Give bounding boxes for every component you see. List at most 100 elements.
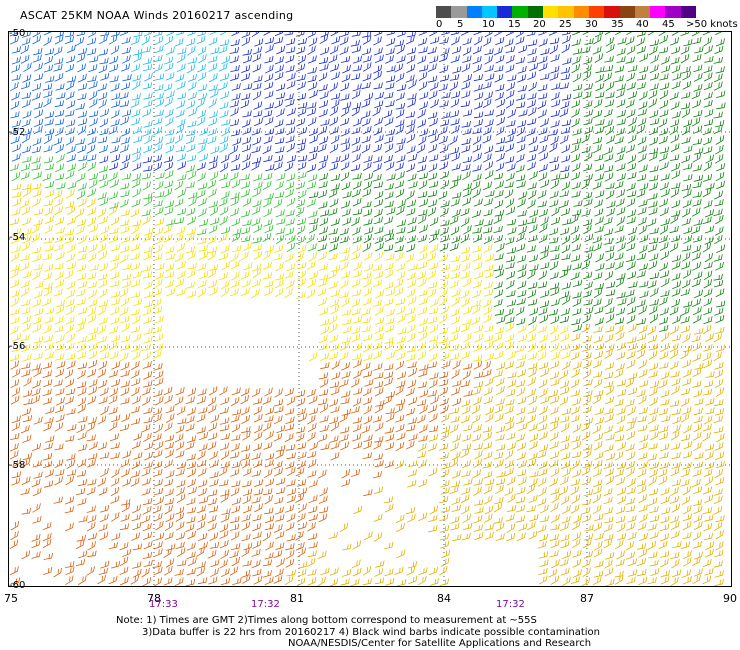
wind-barb [99, 57, 109, 65]
wind-barb [11, 387, 21, 397]
wind-barb [507, 379, 517, 388]
wind-barb [12, 191, 22, 198]
wind-barb [494, 209, 504, 217]
wind-barb [484, 91, 493, 101]
wind-barb [582, 352, 592, 361]
wind-barb [43, 460, 53, 468]
wind-barb [572, 397, 582, 406]
legend-label: 25 [559, 19, 572, 30]
wind-barb [373, 453, 383, 461]
wind-barb [583, 173, 593, 181]
wind-barb [593, 98, 603, 109]
wind-barb [605, 433, 615, 441]
wind-barb [121, 280, 132, 289]
wind-barb [20, 81, 31, 90]
wind-barb [374, 387, 384, 397]
wind-barb [616, 83, 626, 91]
wind-barb [318, 251, 327, 261]
wind-barb [100, 405, 109, 416]
wind-barb [342, 64, 351, 74]
wind-barb [528, 234, 538, 243]
wind-barb [208, 432, 218, 441]
wind-barb [593, 326, 603, 333]
wind-barb [560, 308, 570, 316]
wind-barb [121, 154, 131, 164]
wind-barb [407, 153, 418, 162]
wind-barb [682, 406, 692, 415]
wind-barb [693, 407, 703, 416]
wind-barb [395, 441, 405, 452]
wind-barb [593, 109, 603, 119]
lon-label: 84 [437, 592, 451, 605]
wind-barb [418, 459, 427, 469]
wind-barb [56, 360, 66, 369]
wind-barb [659, 307, 669, 316]
wind-barb [56, 92, 66, 100]
wind-barb [186, 568, 196, 576]
wind-barb [240, 395, 249, 405]
wind-barb [669, 360, 679, 370]
wind-barb [438, 327, 449, 335]
wind-barb [22, 414, 33, 423]
wind-barb [714, 154, 724, 164]
wind-barb [286, 173, 296, 182]
wind-barb [43, 480, 54, 488]
wind-barb [605, 552, 615, 560]
wind-barb [473, 83, 483, 92]
wind-barb [681, 108, 691, 118]
wind-barb [318, 201, 328, 209]
wind-barb [328, 243, 338, 252]
wind-barb [143, 233, 152, 242]
wind-barb [11, 183, 22, 191]
wind-barb [405, 407, 415, 416]
wind-barb [31, 233, 41, 243]
wind-barb [32, 253, 42, 262]
wind-barb [100, 560, 110, 569]
wind-barb [131, 232, 140, 242]
wind-barb [703, 270, 713, 281]
wind-barb [141, 264, 152, 272]
wind-barb [373, 216, 383, 225]
wind-barb [693, 389, 703, 398]
wind-barb [87, 207, 97, 216]
wind-barb [329, 106, 339, 117]
wind-barb [716, 90, 726, 98]
wind-barb [132, 126, 142, 135]
wind-barb [418, 224, 428, 233]
wind-barb [23, 62, 32, 73]
wind-barb [461, 532, 471, 541]
wind-barb [341, 181, 351, 191]
wind-barb [507, 350, 516, 360]
wind-barb [88, 172, 98, 181]
wind-barb [209, 542, 220, 549]
wind-barb [285, 558, 295, 568]
wind-barb [98, 64, 108, 74]
wind-barb [395, 119, 405, 128]
wind-barb [572, 450, 582, 459]
wind-barb [108, 341, 118, 351]
wind-barb [671, 334, 681, 342]
wind-barb [362, 370, 373, 378]
legend-swatch [619, 6, 635, 18]
wind-barb [451, 46, 462, 54]
wind-barb [31, 163, 41, 171]
wind-barb [671, 46, 681, 55]
wind-barb [582, 514, 592, 523]
wind-barb [386, 173, 396, 181]
wind-barb [276, 444, 286, 452]
wind-barb [286, 155, 297, 163]
wind-barb [570, 485, 579, 496]
wind-barb [583, 271, 593, 280]
wind-barb [110, 486, 120, 497]
wind-barb [297, 512, 306, 522]
wind-barb [537, 109, 547, 119]
wind-barb [482, 126, 492, 136]
wind-barb [340, 246, 351, 254]
wind-barb [636, 189, 646, 198]
wind-barb [714, 408, 725, 416]
wind-barb [208, 98, 217, 108]
wind-barb [604, 567, 614, 577]
wind-barb [692, 540, 702, 549]
wind-barb [517, 198, 526, 208]
wind-barb [693, 314, 702, 324]
